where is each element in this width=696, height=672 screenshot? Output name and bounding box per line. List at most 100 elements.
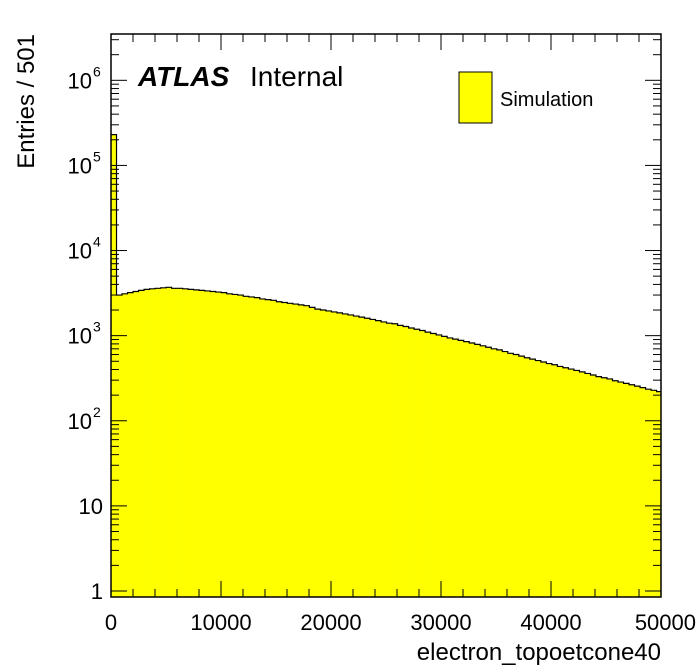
histogram-bar [513,354,520,597]
histogram-bar [188,289,194,597]
histogram-bar [314,309,321,597]
histogram-bar [529,359,536,597]
histogram-bar [590,374,597,597]
histogram-bar [408,328,415,597]
y-tick-label: 10 [68,324,92,349]
histogram-bar [210,291,217,597]
y-tick-exponent: 6 [93,63,101,79]
y-tick-exponent: 3 [93,319,101,335]
histogram-bar [458,340,464,597]
histogram-bar [463,341,470,597]
histogram-bar [496,349,503,597]
histogram-bar [298,304,305,597]
histogram-bar [133,291,139,597]
x-tick-label: 40000 [520,610,581,635]
histogram-bar [381,321,387,597]
histogram-bar [320,310,327,597]
histogram-bar [507,353,514,597]
histogram-bar [651,390,657,597]
histogram-bar [595,376,602,597]
histogram-bar [199,290,205,597]
histogram-bar [303,305,310,597]
y-tick-label: 10 [68,68,92,93]
histogram-bar [336,312,343,597]
histogram-bar [612,380,619,597]
histogram-bar [353,316,360,597]
histogram-bar [414,329,420,597]
histogram-bar [419,330,426,597]
histogram-bar [292,304,299,597]
x-axis-ticks [110,34,662,597]
histogram-bar [452,339,459,597]
x-tick-label: 30000 [410,610,471,635]
histogram-bar [551,364,558,597]
histogram-bar [193,289,200,597]
y-tick-exponent: 5 [93,148,101,164]
histogram-bar [480,345,487,597]
histogram-bar [601,377,608,597]
histogram-bar [562,367,569,597]
x-tick-label: 50000 [635,610,696,635]
histogram-bar [535,360,542,597]
histogram-bar [640,387,646,597]
histogram-bar [403,326,409,597]
histogram-bar [232,294,239,597]
histogram-bar [502,351,509,597]
histogram-bar [265,299,272,597]
histogram-bar [645,389,652,597]
histogram-bar [243,296,250,597]
histogram-bar [524,357,531,597]
histogram-bar [221,292,228,597]
histogram-bar [518,356,525,597]
histogram-bar [579,371,586,597]
histogram-bar [127,292,134,597]
histogram-bar [171,288,178,597]
histogram-bar [629,384,635,597]
histogram-bar [144,289,150,597]
histogram-bar [606,378,613,597]
histogram-bar [634,386,641,597]
histogram-bar [166,287,172,597]
x-tick-label: 20000 [300,610,361,635]
y-axis-ticks [111,39,661,592]
histogram-outline [111,134,661,393]
y-tick-label: 10 [79,494,103,519]
histogram-bar [215,292,222,597]
histogram-bar [364,318,371,597]
histogram-bar [276,301,283,597]
histogram-bar [149,288,156,597]
histogram-bar [359,317,365,597]
internal-label: Internal [250,61,343,92]
histogram-bar [160,287,167,597]
histogram-bar [546,363,553,597]
histogram-bar [177,288,183,597]
histogram-bar [331,311,338,597]
x-axis-tick-labels: 0 10000 20000 30000 40000 50000 [105,610,696,635]
histogram-bar [618,382,624,597]
histogram-bar [392,323,398,597]
histogram-bar [370,319,376,597]
histogram-bar [325,310,332,597]
histogram-bar [540,362,547,597]
histogram-bar [155,288,161,597]
legend: Simulation [458,71,593,124]
histogram-bar [347,314,354,597]
histogram-bar [237,295,244,597]
legend-swatch-simulation [458,71,493,124]
histogram-bar [656,391,662,597]
y-axis-title: Entries / 501 [13,34,40,169]
histogram-bar [375,320,382,597]
histogram-bar [270,300,277,597]
histogram-bar [116,295,123,597]
histogram-bar [584,373,591,597]
histogram-bar [309,307,316,597]
histogram-bar [623,383,630,597]
y-tick-exponent: 4 [93,234,101,250]
atlas-label: ATLAS [137,61,230,92]
x-tick-label: 10000 [190,610,251,635]
histogram-bar [386,323,393,597]
histogram-bars [111,134,662,597]
histogram-bar [573,370,580,597]
